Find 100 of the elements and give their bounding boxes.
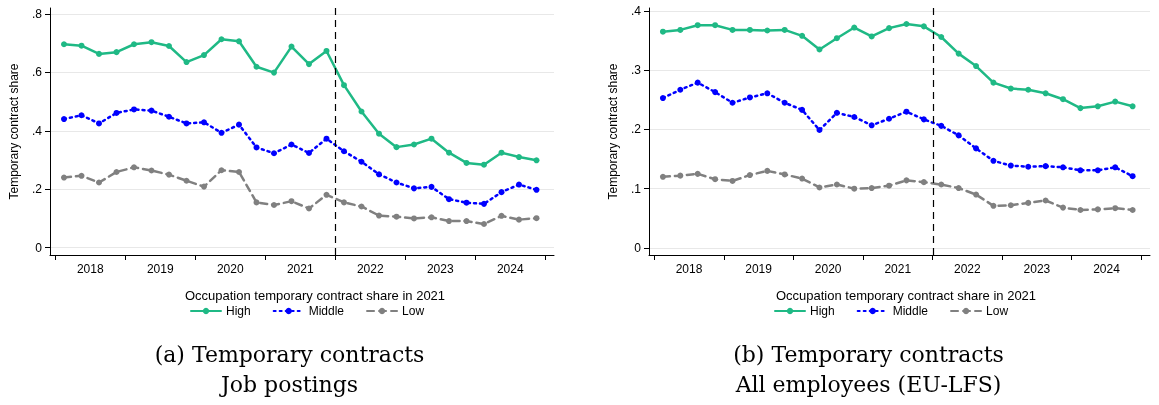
point (659, 95, 666, 102)
y-tick-label: .6 (31, 65, 43, 80)
point (903, 108, 910, 115)
point (113, 109, 120, 116)
x-tick-label: 2021 (286, 262, 314, 276)
point (1007, 85, 1014, 92)
point (886, 182, 893, 189)
point (659, 173, 666, 180)
point (799, 106, 806, 113)
x-tick-label: 2019 (146, 262, 174, 276)
point (955, 50, 962, 57)
point (446, 196, 452, 203)
y-tick-label: .4 (630, 3, 642, 18)
point (990, 202, 997, 209)
point (833, 181, 840, 188)
point (463, 218, 470, 225)
point (271, 202, 277, 209)
point (516, 154, 522, 161)
x-tick-label: 2024 (1093, 262, 1121, 276)
point (1112, 205, 1119, 212)
point (677, 86, 684, 93)
point (78, 172, 85, 179)
x-tick-label: 2021 (884, 262, 912, 276)
point (868, 185, 875, 192)
y-tick-label: 0 (634, 240, 642, 255)
point (481, 161, 487, 168)
point (463, 159, 470, 166)
point (201, 183, 207, 190)
point (428, 214, 435, 221)
point (218, 167, 225, 174)
point (1094, 103, 1101, 110)
point (781, 171, 788, 178)
point (61, 116, 67, 123)
point (236, 168, 242, 175)
point (411, 141, 417, 148)
point (131, 164, 137, 171)
point (955, 132, 962, 139)
point (1129, 103, 1136, 110)
point (148, 39, 155, 46)
point (1077, 206, 1084, 213)
point (183, 120, 190, 127)
point (1094, 167, 1101, 174)
x-tick-label: 2020 (814, 262, 842, 276)
point (868, 122, 875, 129)
point (411, 215, 417, 222)
point (498, 189, 505, 196)
y-tick-label: .8 (31, 6, 43, 21)
text: All employees (EU-LFS) (734, 371, 1002, 397)
x-tick-label: 2018 (675, 262, 703, 276)
point (533, 215, 540, 222)
point (746, 172, 753, 179)
point (729, 26, 736, 33)
point (376, 171, 382, 178)
y-tick-label: 0 (35, 240, 43, 255)
point (166, 171, 172, 178)
point (694, 22, 701, 29)
point (166, 113, 172, 120)
point (481, 221, 487, 228)
point (1094, 206, 1101, 213)
point (306, 205, 312, 212)
legend-label: Low (986, 304, 1009, 318)
point (411, 185, 417, 192)
point (323, 191, 330, 198)
legend-title: Occupation temporary contract share in 2021 (775, 288, 1037, 303)
point (1129, 206, 1136, 213)
point (729, 177, 736, 184)
text: Job postings (218, 371, 359, 397)
point (393, 144, 400, 151)
point (816, 127, 823, 134)
point (1060, 96, 1067, 103)
point (446, 218, 452, 225)
x-tick-label: 2022 (356, 262, 384, 276)
point (393, 213, 400, 220)
x-tick-label: 2019 (745, 262, 773, 276)
point (358, 158, 365, 165)
point (113, 49, 120, 56)
point (393, 179, 400, 186)
point (78, 112, 85, 119)
y-tick-label: .4 (31, 123, 43, 138)
point (764, 167, 771, 174)
point (1112, 164, 1119, 171)
point (131, 41, 137, 48)
point (764, 90, 771, 97)
x-tick-label: 2018 (76, 262, 104, 276)
y-tick-label: .1 (630, 181, 642, 196)
point (938, 34, 945, 41)
point (1042, 197, 1049, 204)
legend-title: Occupation temporary contract share in 2021 (184, 288, 446, 303)
point (271, 150, 277, 157)
y-tick-label: .2 (630, 122, 642, 137)
point (271, 69, 277, 76)
point (903, 20, 910, 27)
point (183, 177, 190, 184)
point (498, 212, 505, 219)
point (1025, 199, 1032, 206)
point (166, 43, 172, 49)
point (677, 26, 684, 33)
point (694, 79, 701, 86)
point (799, 175, 806, 182)
point (938, 181, 945, 188)
